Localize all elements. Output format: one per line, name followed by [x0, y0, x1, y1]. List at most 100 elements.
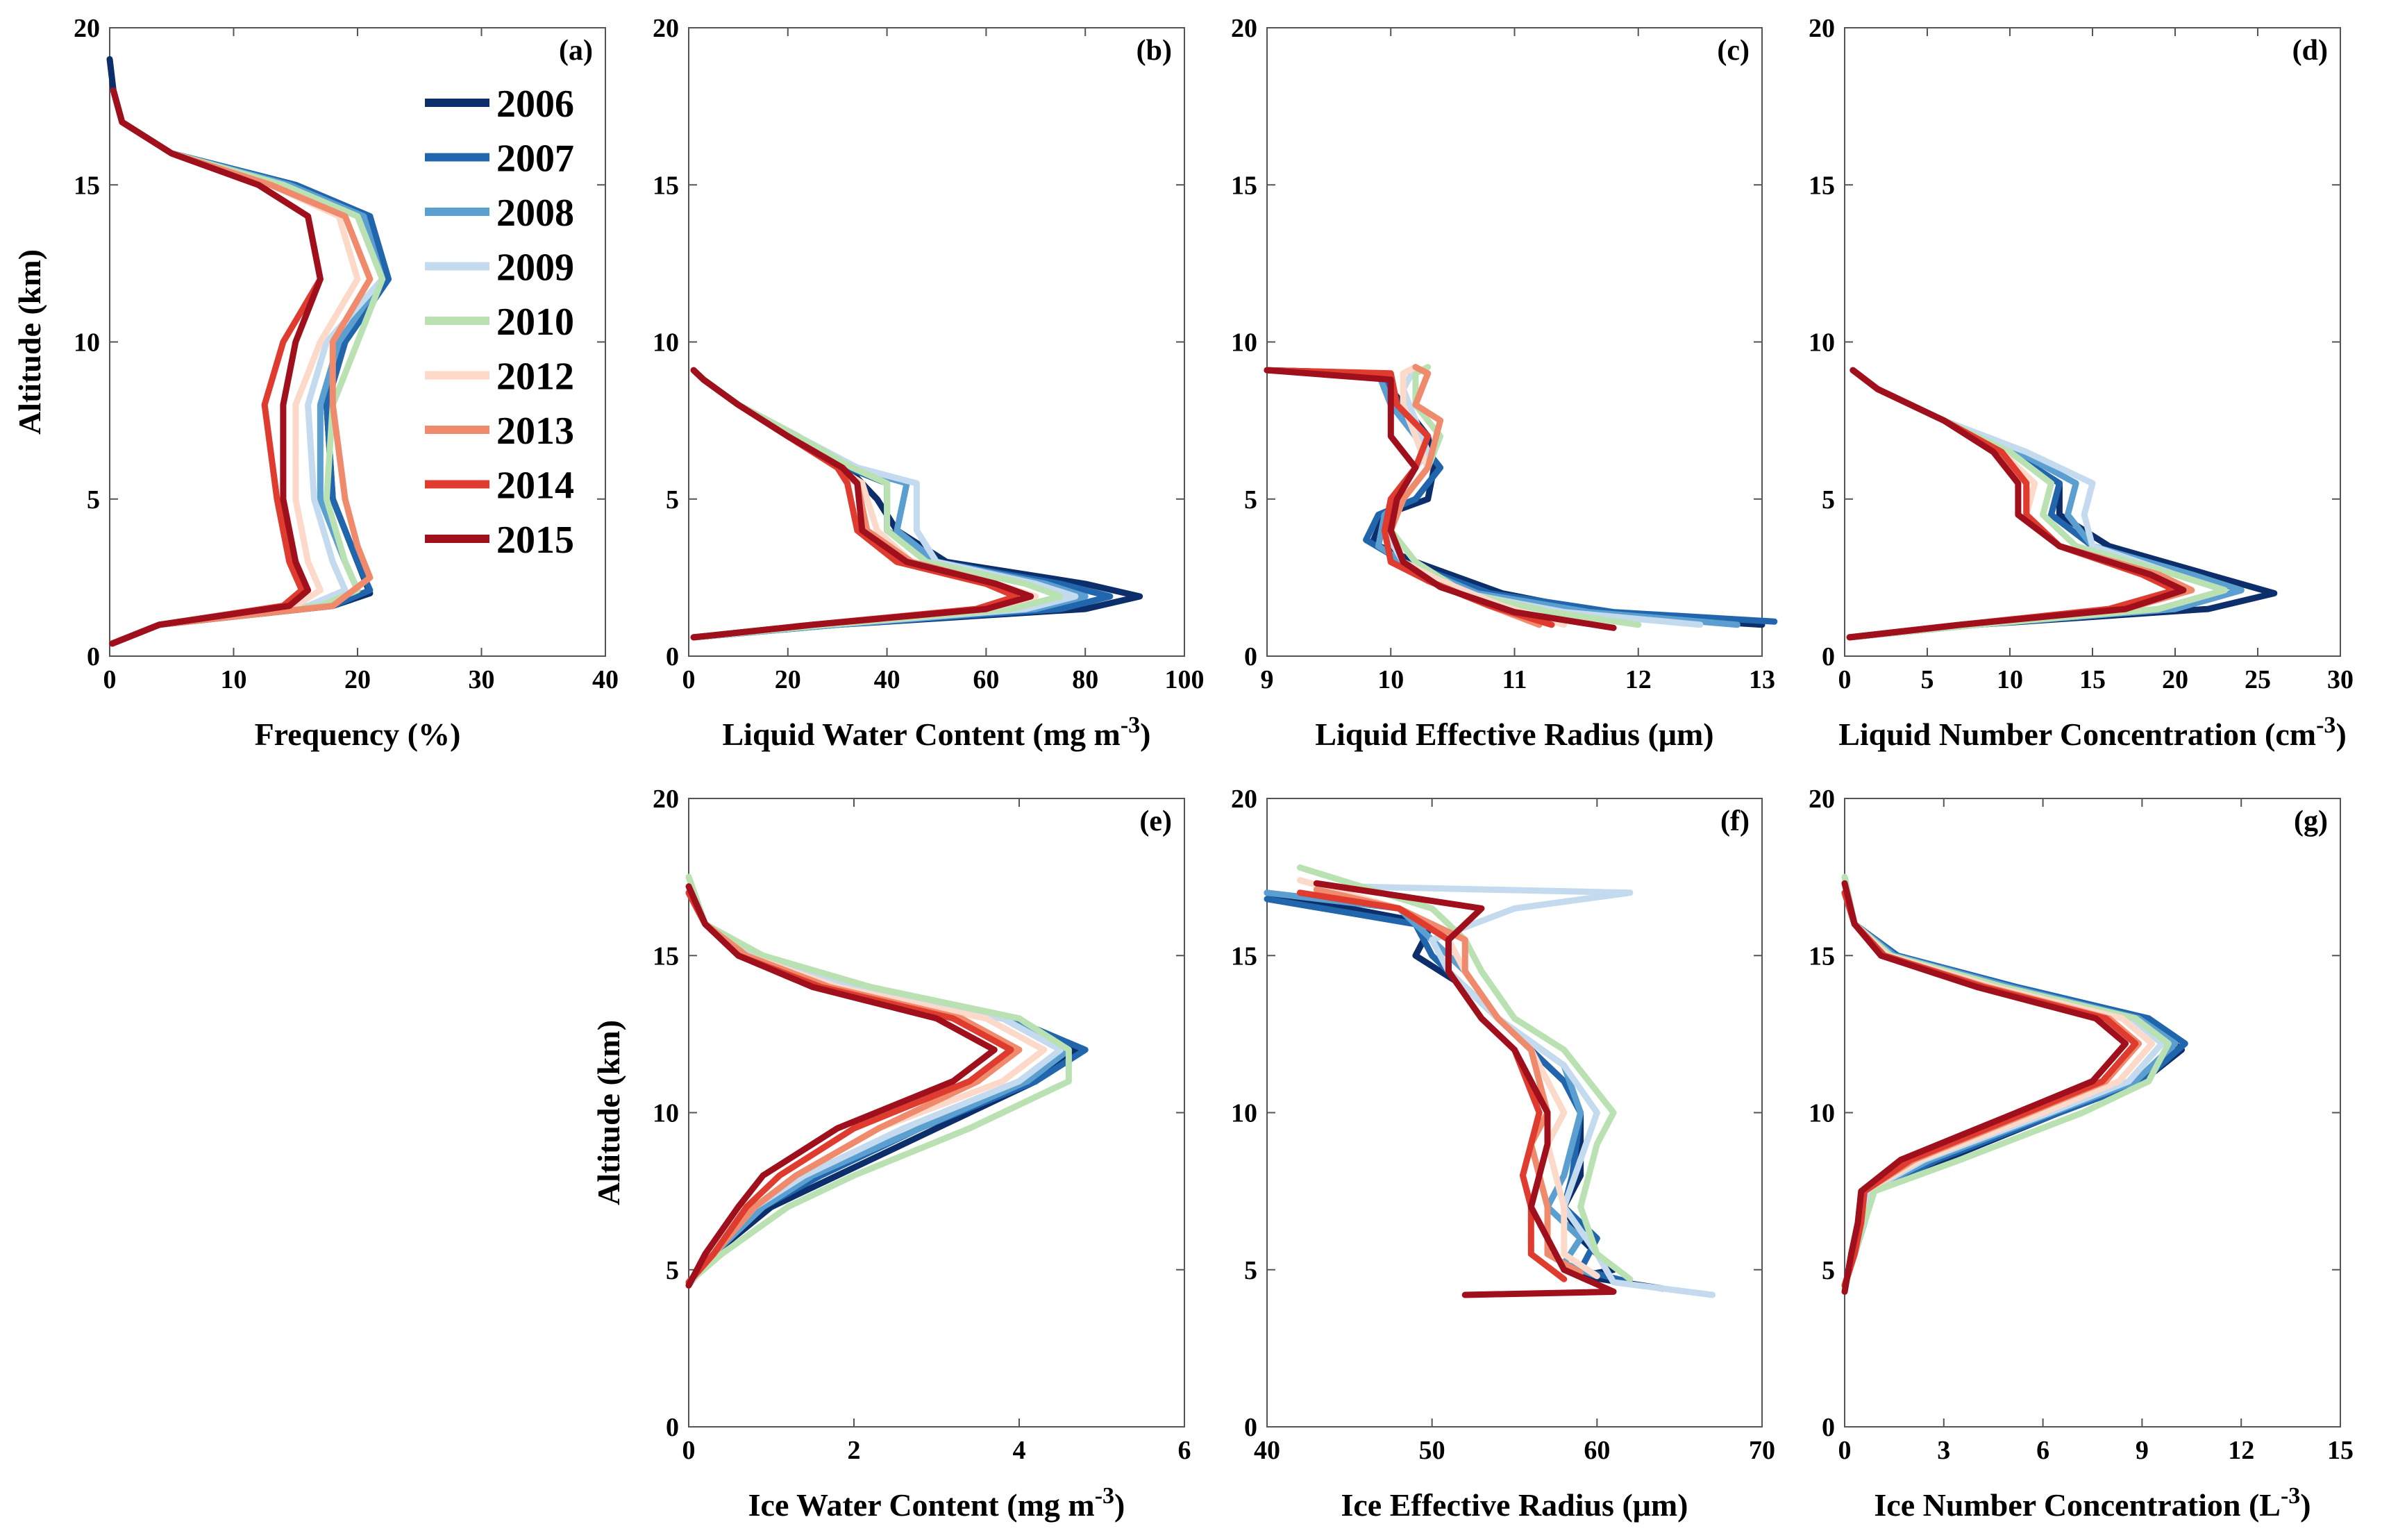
x-tick-label: 50 [1419, 1436, 1445, 1465]
y-tick-label: 15 [74, 171, 100, 200]
panel-a: 0 10 20 30 40 0 5 10 15 20 Frequency (%) Altitude (… [12, 14, 619, 752]
panel-d: 0 5 10 15 20 25 30 0 5 10 15 20 Liquid Number Concen… [1809, 14, 2354, 752]
x-tick-label: 30 [2327, 665, 2354, 694]
x-tick-label: 15 [2079, 665, 2106, 694]
panel-g: 0 3 6 9 12 15 0 5 10 15 20 Ice Number Concentration… [1809, 785, 2354, 1523]
y-tick-label: 10 [1809, 328, 1835, 358]
y-tick-label: 5 [666, 485, 679, 514]
series-line-2013 [685, 889, 1023, 1286]
x-axis-label: Liquid Number Concentration (cm-3) [1838, 712, 2347, 752]
x-tick-label: 3 [1937, 1436, 1950, 1465]
series-line-2015 [690, 367, 1034, 641]
y-tick-label: 0 [1822, 642, 1835, 671]
x-tick-label: 13 [1749, 665, 1775, 694]
y-tick-label: 0 [1822, 1413, 1835, 1442]
x-axis-label: Liquid Water Content (mg m-3) [723, 712, 1151, 752]
y-tick-label: 10 [653, 328, 679, 358]
x-tick-label: 12 [1625, 665, 1652, 694]
legend-label-2015: 2015 [496, 519, 574, 562]
legend-label-2013: 2013 [496, 410, 574, 453]
series-line-2007 [1264, 367, 1778, 625]
series-line-2014 [1846, 367, 2179, 641]
x-tick-label: 6 [1178, 1436, 1191, 1465]
y-tick-label: 0 [666, 642, 679, 671]
y-tick-label: 15 [1809, 941, 1835, 971]
legend-label-2008: 2008 [496, 192, 574, 235]
y-tick-label: 15 [1231, 941, 1257, 971]
series-line-2015 [1846, 367, 2187, 641]
x-tick-label: 4 [1013, 1436, 1026, 1465]
legend-label-2009: 2009 [496, 246, 574, 290]
x-tick-label: 0 [682, 1436, 696, 1465]
panel-c: 9 10 11 12 13 0 5 10 15 20 Liquid Effective Radius… [1231, 14, 1778, 752]
x-tick-label: 100 [1165, 665, 1205, 694]
series-line-2015 [685, 883, 998, 1289]
x-axis-label: Liquid Effective Radius (μm) [1315, 717, 1713, 752]
y-tick-label: 20 [1231, 785, 1257, 814]
y-axis-label: Altitude (km) [591, 1020, 626, 1205]
x-tick-label: 10 [1377, 665, 1404, 694]
series-line-2010 [685, 873, 1072, 1286]
y-tick-label: 0 [87, 642, 100, 671]
series-line-2015 [1313, 880, 1617, 1298]
y-tick-label: 20 [653, 785, 679, 814]
y-tick-label: 15 [653, 941, 679, 971]
panel-letter: (e) [1139, 805, 1172, 837]
panel-letter: (d) [2292, 35, 2328, 67]
y-tick-label: 20 [1809, 785, 1835, 814]
legend: 2006 2007 2008 2009 2010 2012 2013 2014 2015 [425, 83, 574, 562]
x-tick-label: 60 [1584, 1436, 1610, 1465]
y-tick-label: 20 [74, 14, 100, 43]
y-tick-label: 0 [1244, 642, 1257, 671]
y-tick-label: 15 [1231, 171, 1257, 200]
legend-label-2010: 2010 [496, 301, 574, 344]
y-tick-label: 15 [1809, 171, 1835, 200]
x-axis-label: Ice Water Content (mg m-3) [748, 1483, 1125, 1523]
x-tick-label: 6 [2036, 1436, 2049, 1465]
x-tick-label: 10 [1997, 665, 2023, 694]
x-tick-label: 11 [1502, 665, 1527, 694]
axes-frame [1844, 798, 2341, 1428]
x-tick-label: 40 [1254, 1436, 1280, 1465]
panel-letter: (a) [559, 35, 593, 67]
panel-letter: (f) [1720, 805, 1750, 837]
series-line-2010 [109, 119, 386, 647]
axes-frame [1266, 27, 1763, 657]
y-tick-label: 5 [1244, 1256, 1257, 1285]
x-tick-label: 2 [848, 1436, 861, 1465]
x-axis-label: Ice Effective Radius (μm) [1341, 1487, 1688, 1523]
x-tick-label: 0 [103, 665, 117, 694]
series-line-2013 [1313, 886, 1584, 1276]
x-tick-label: 0 [1838, 1436, 1852, 1465]
y-axis-label: Altitude (km) [12, 249, 47, 435]
x-tick-label: 40 [592, 665, 619, 694]
panel-letter: (b) [1137, 35, 1172, 67]
x-tick-label: 0 [682, 665, 696, 694]
panel-letter: (c) [1717, 35, 1750, 67]
axes-frame [1844, 27, 2341, 657]
y-tick-label: 0 [666, 1413, 679, 1442]
y-tick-label: 5 [1822, 485, 1835, 514]
y-tick-label: 5 [1244, 485, 1257, 514]
x-tick-label: 20 [775, 665, 801, 694]
x-tick-label: 10 [221, 665, 247, 694]
panel-e: 0 2 4 6 0 5 10 15 20 Ice Water Content (mg m-3) Al… [591, 785, 1191, 1523]
panel-letter: (g) [2294, 805, 2328, 837]
x-tick-label: 70 [1749, 1436, 1775, 1465]
x-tick-label: 20 [2162, 665, 2188, 694]
y-tick-label: 10 [653, 1099, 679, 1128]
y-tick-label: 5 [666, 1256, 679, 1285]
y-tick-label: 10 [1231, 328, 1257, 358]
y-tick-label: 10 [1809, 1099, 1835, 1128]
y-tick-label: 20 [653, 14, 679, 43]
series-line-2008 [1264, 889, 1600, 1280]
panel-b: 0 20 40 60 80 100 0 5 10 15 20 Liquid Water Content… [653, 14, 1205, 752]
x-tick-label: 25 [2245, 665, 2271, 694]
series-line-2015 [1841, 880, 2129, 1295]
y-tick-label: 0 [1244, 1413, 1257, 1442]
legend-label-2014: 2014 [496, 464, 574, 508]
y-tick-label: 5 [87, 485, 100, 514]
x-tick-label: 80 [1072, 665, 1098, 694]
x-tick-label: 40 [874, 665, 900, 694]
series-line-2015 [1264, 367, 1617, 631]
